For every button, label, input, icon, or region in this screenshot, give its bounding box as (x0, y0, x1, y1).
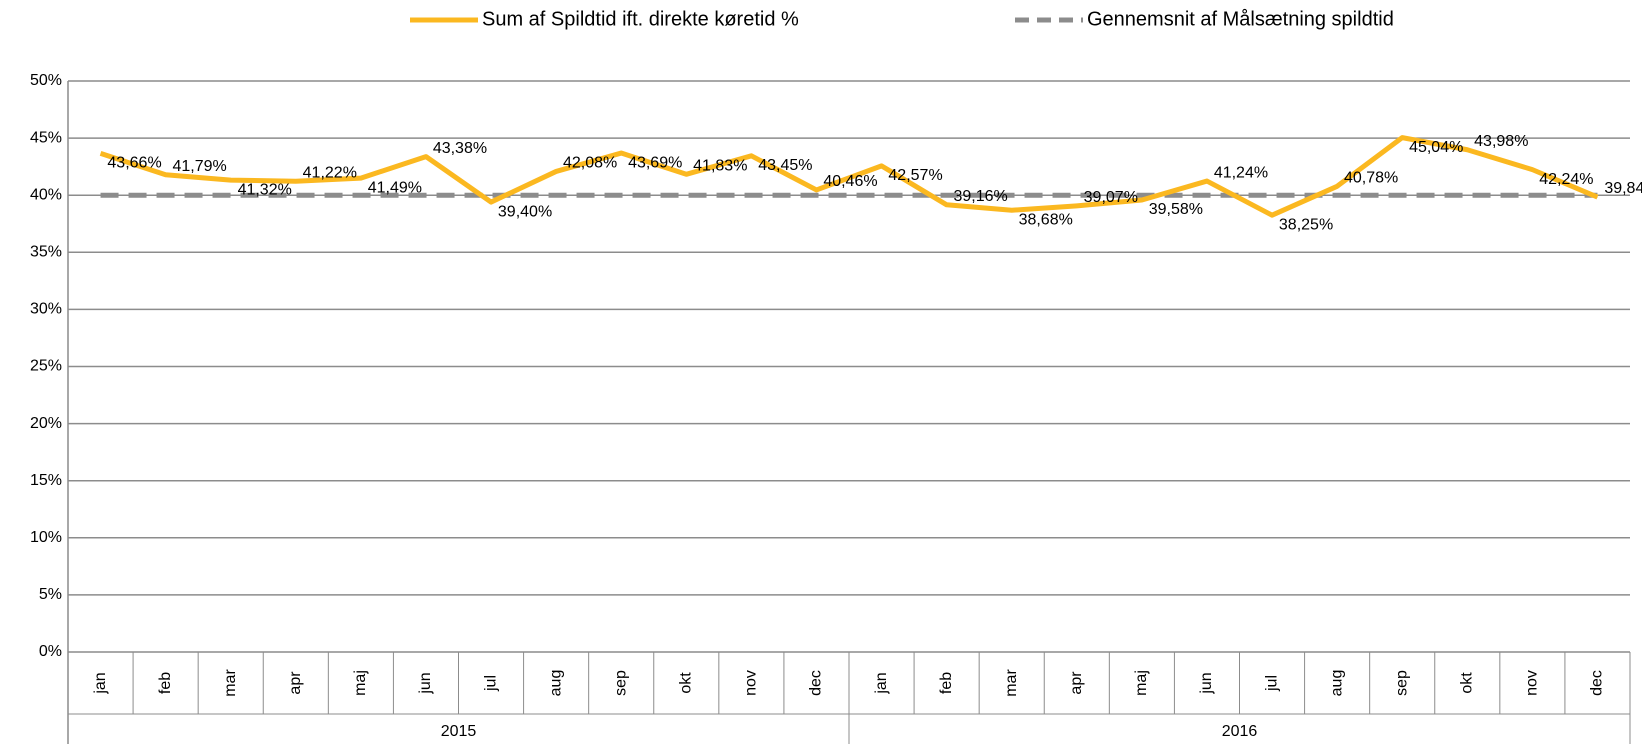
data-label: 43,98% (1474, 133, 1528, 150)
data-label: 41,24% (1214, 164, 1268, 181)
data-label: 43,66% (107, 155, 161, 172)
x-tick-label: sep (1393, 670, 1410, 696)
data-label: 38,25% (1279, 216, 1333, 233)
data-label: 40,78% (1344, 170, 1398, 187)
group-label: 2015 (441, 723, 477, 740)
data-label: 41,79% (172, 158, 226, 175)
data-label: 41,83% (693, 158, 747, 175)
y-tick-label: 10% (30, 529, 62, 546)
y-tick-label: 20% (30, 415, 62, 432)
x-tick-label: nov (1524, 670, 1541, 696)
x-tick-label: mar (222, 669, 239, 697)
data-label: 41,32% (238, 181, 292, 198)
data-label: 39,16% (953, 188, 1007, 205)
x-tick-label: nov (743, 670, 760, 696)
legend-label: Gennemsnit af Målsætning spildtid (1087, 8, 1394, 30)
data-label: 41,22% (303, 164, 357, 181)
data-label: 39,40% (498, 203, 552, 220)
x-tick-label: aug (1328, 670, 1345, 697)
y-tick-label: 30% (30, 301, 62, 318)
y-tick-label: 40% (30, 186, 62, 203)
x-tick-label: jun (1198, 672, 1215, 694)
x-tick-label: feb (938, 672, 955, 694)
x-tick-label: feb (157, 672, 174, 694)
data-label: 39,58% (1149, 201, 1203, 218)
data-label: 42,08% (563, 155, 617, 172)
x-tick-label: okt (678, 672, 695, 694)
x-tick-label: sep (612, 670, 629, 696)
x-tick-label: aug (547, 670, 564, 697)
data-label: 45,04% (1409, 139, 1463, 156)
x-tick-label: maj (1133, 670, 1150, 696)
x-tick-label: jan (92, 672, 109, 694)
legend-label: Sum af Spildtid ift. direkte køretid % (482, 8, 799, 30)
x-tick-label: apr (287, 671, 304, 695)
data-label: 42,57% (888, 167, 942, 184)
y-tick-label: 15% (30, 472, 62, 489)
y-tick-label: 25% (30, 358, 62, 375)
x-tick-label: maj (352, 670, 369, 696)
x-tick-label: dec (1589, 670, 1606, 696)
data-label: 42,24% (1539, 171, 1593, 188)
y-tick-label: 50% (30, 72, 62, 89)
data-label: 43,38% (433, 140, 487, 157)
data-label: 38,68% (1019, 211, 1073, 228)
x-tick-label: jul (482, 675, 499, 692)
x-tick-label: apr (1068, 671, 1085, 695)
y-tick-label: 0% (39, 643, 62, 660)
x-tick-label: okt (1459, 672, 1476, 694)
data-label: 40,46% (823, 173, 877, 190)
x-tick-label: jun (417, 672, 434, 694)
data-label: 39,07% (1084, 189, 1138, 206)
x-tick-label: jan (873, 672, 890, 694)
data-label: 43,45% (758, 157, 812, 174)
x-tick-label: mar (1003, 669, 1020, 697)
y-tick-label: 35% (30, 244, 62, 261)
data-label: 41,49% (368, 179, 422, 196)
data-label: 43,69% (628, 154, 682, 171)
y-tick-label: 45% (30, 129, 62, 146)
x-tick-label: dec (808, 670, 825, 696)
x-tick-label: jul (1263, 675, 1280, 692)
series-line (99, 135, 1599, 218)
y-tick-label: 5% (39, 586, 62, 603)
data-label: 39,84% (1604, 180, 1642, 197)
group-label: 2016 (1222, 723, 1258, 740)
